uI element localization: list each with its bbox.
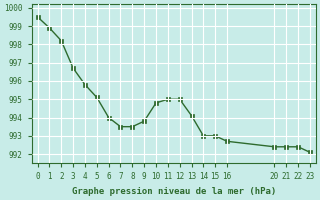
X-axis label: Graphe pression niveau de la mer (hPa): Graphe pression niveau de la mer (hPa) <box>72 187 276 196</box>
